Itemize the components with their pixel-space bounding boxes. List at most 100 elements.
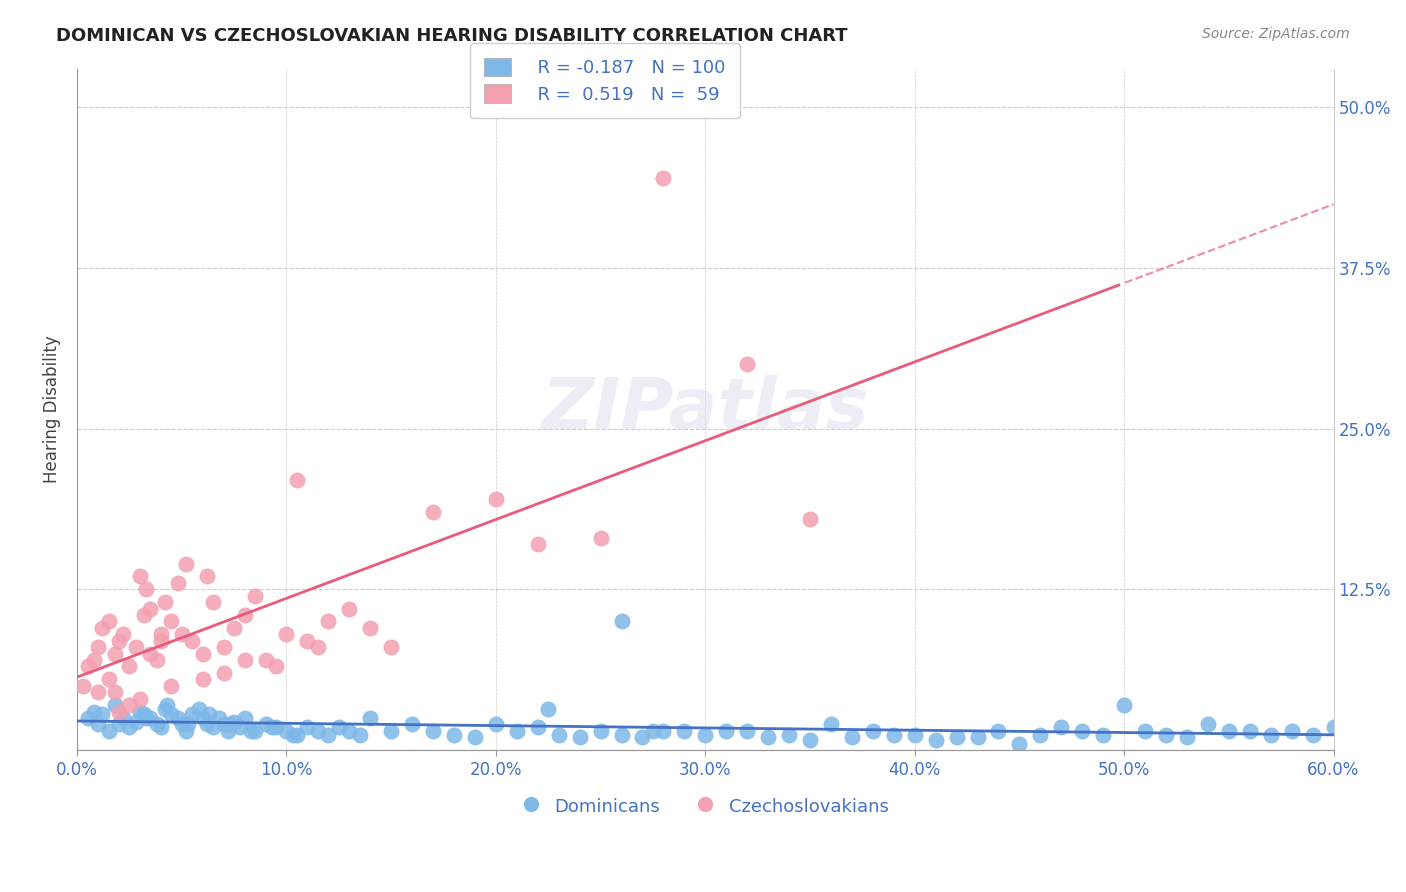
- Point: [841, 730, 863, 744]
- Text: ZIPatlas: ZIPatlas: [541, 375, 869, 444]
- Point: [485, 717, 508, 731]
- Point: [132, 707, 155, 722]
- Point: [72, 679, 94, 693]
- Point: [118, 698, 141, 712]
- Point: [589, 531, 612, 545]
- Point: [139, 647, 162, 661]
- Point: [1133, 723, 1156, 738]
- Point: [191, 711, 214, 725]
- Point: [198, 707, 221, 722]
- Point: [337, 601, 360, 615]
- Point: [166, 575, 188, 590]
- Point: [212, 640, 235, 655]
- Point: [243, 589, 266, 603]
- Point: [526, 720, 548, 734]
- Point: [125, 640, 148, 655]
- Point: [1218, 723, 1240, 738]
- Point: [83, 653, 105, 667]
- Point: [129, 569, 152, 583]
- Point: [547, 728, 569, 742]
- Point: [328, 720, 350, 734]
- Point: [224, 621, 246, 635]
- Point: [307, 723, 329, 738]
- Point: [297, 633, 319, 648]
- Point: [1239, 723, 1261, 738]
- Point: [589, 723, 612, 738]
- Point: [1092, 728, 1115, 742]
- Point: [987, 723, 1010, 738]
- Point: [97, 615, 120, 629]
- Point: [149, 633, 172, 648]
- Point: [76, 711, 98, 725]
- Point: [160, 615, 183, 629]
- Point: [1197, 717, 1219, 731]
- Point: [276, 723, 298, 738]
- Point: [349, 728, 371, 742]
- Point: [631, 730, 654, 744]
- Point: [118, 659, 141, 673]
- Point: [1029, 728, 1052, 742]
- Point: [174, 723, 197, 738]
- Point: [1175, 730, 1198, 744]
- Point: [243, 723, 266, 738]
- Point: [97, 723, 120, 738]
- Point: [610, 728, 633, 742]
- Point: [285, 728, 308, 742]
- Text: Source: ZipAtlas.com: Source: ZipAtlas.com: [1202, 27, 1350, 41]
- Point: [76, 659, 98, 673]
- Point: [1071, 723, 1094, 738]
- Point: [233, 608, 256, 623]
- Point: [87, 640, 110, 655]
- Point: [166, 711, 188, 725]
- Point: [212, 717, 235, 731]
- Point: [83, 705, 105, 719]
- Point: [264, 659, 287, 673]
- Point: [129, 691, 152, 706]
- Point: [149, 627, 172, 641]
- Point: [239, 723, 262, 738]
- Point: [195, 717, 218, 731]
- Point: [170, 717, 193, 731]
- Point: [735, 357, 758, 371]
- Point: [153, 702, 176, 716]
- Point: [260, 720, 283, 734]
- Point: [652, 170, 675, 185]
- Point: [139, 711, 162, 725]
- Point: [108, 633, 131, 648]
- Point: [610, 615, 633, 629]
- Point: [297, 720, 319, 734]
- Point: [174, 557, 197, 571]
- Point: [224, 714, 246, 729]
- Text: DOMINICAN VS CZECHOSLOVAKIAN HEARING DISABILITY CORRELATION CHART: DOMINICAN VS CZECHOSLOVAKIAN HEARING DIS…: [56, 27, 848, 45]
- Point: [108, 717, 131, 731]
- Point: [756, 730, 779, 744]
- Point: [945, 730, 967, 744]
- Y-axis label: Hearing Disability: Hearing Disability: [44, 335, 60, 483]
- Point: [145, 653, 167, 667]
- Point: [568, 730, 591, 744]
- Point: [212, 665, 235, 680]
- Point: [537, 702, 560, 716]
- Point: [104, 647, 127, 661]
- Point: [181, 633, 204, 648]
- Point: [735, 723, 758, 738]
- Point: [820, 717, 842, 731]
- Point: [191, 647, 214, 661]
- Point: [187, 702, 209, 716]
- Point: [217, 723, 239, 738]
- Point: [195, 569, 218, 583]
- Point: [485, 492, 508, 507]
- Point: [149, 720, 172, 734]
- Point: [254, 653, 277, 667]
- Point: [145, 717, 167, 731]
- Point: [125, 714, 148, 729]
- Point: [422, 723, 444, 738]
- Point: [318, 615, 340, 629]
- Point: [1114, 698, 1136, 712]
- Point: [139, 601, 162, 615]
- Point: [307, 640, 329, 655]
- Point: [318, 728, 340, 742]
- Point: [91, 707, 114, 722]
- Point: [132, 608, 155, 623]
- Point: [135, 711, 157, 725]
